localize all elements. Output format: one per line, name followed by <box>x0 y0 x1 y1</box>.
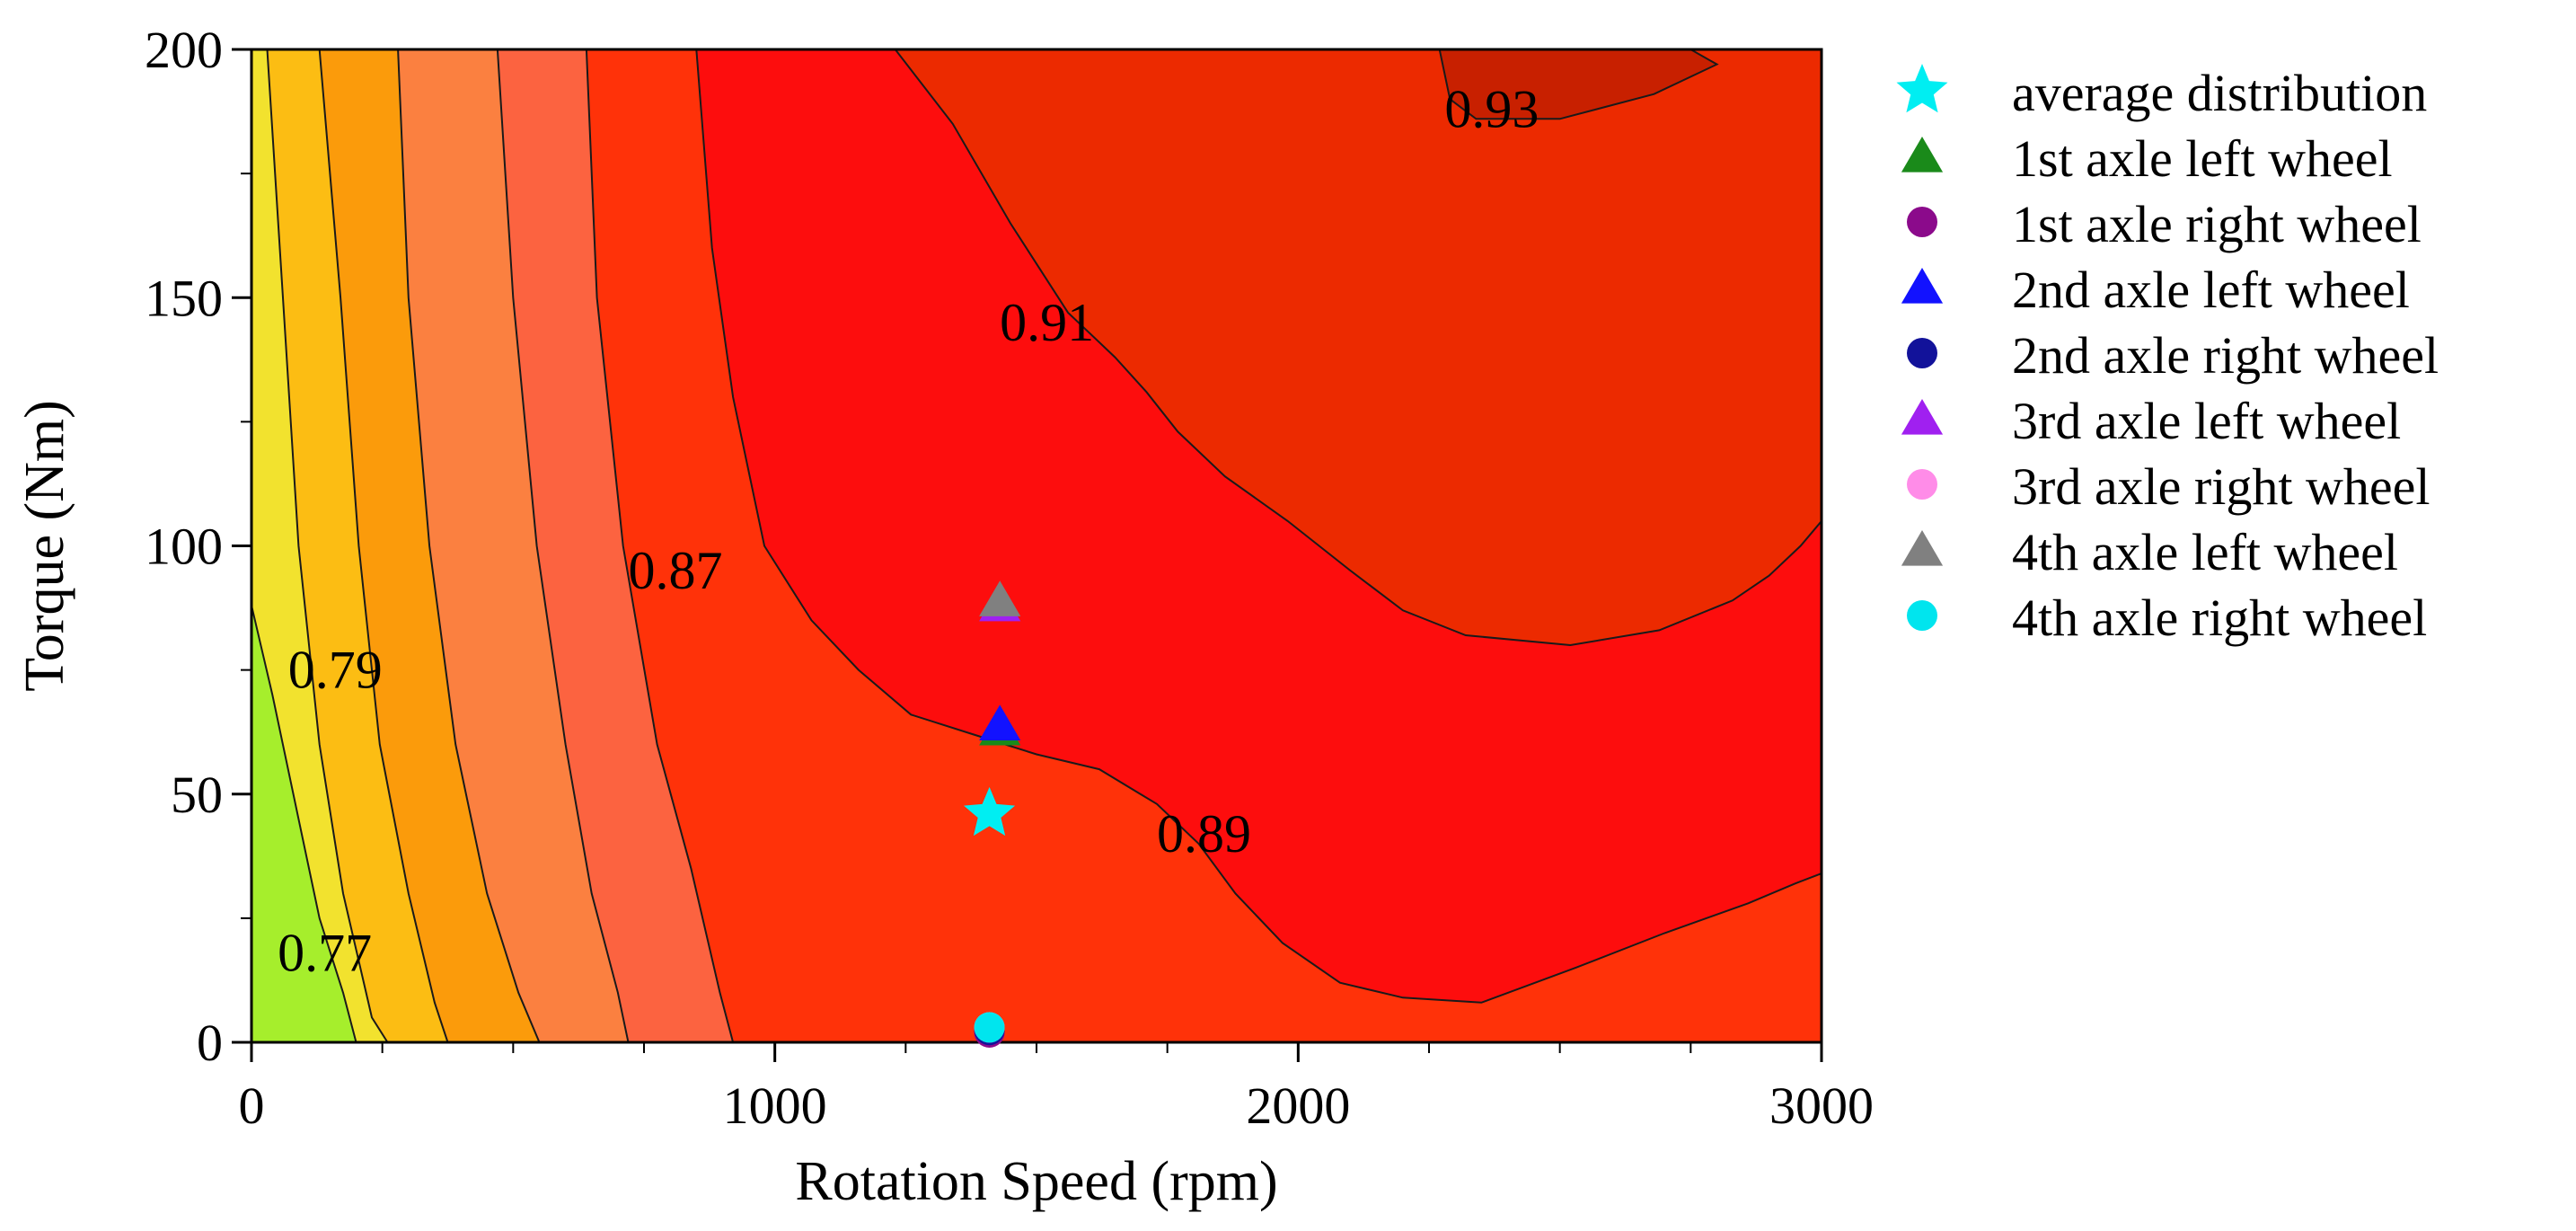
contour-bands <box>251 49 1822 1042</box>
legend-label: average distribution <box>2012 64 2427 122</box>
legend-marker-star <box>1896 64 1948 113</box>
contour-lines <box>251 49 1822 1042</box>
legend-label: 1st axle right wheel <box>2012 195 2422 253</box>
legend-item: average distribution <box>1896 64 2427 122</box>
data-points <box>964 580 1021 1048</box>
contour-label: 0.91 <box>1000 293 1094 352</box>
y-tick-label: 200 <box>145 21 223 79</box>
x-tick-label: 1000 <box>723 1076 827 1135</box>
contour-label: 0.89 <box>1157 804 1251 863</box>
legend-label: 4th axle left wheel <box>2012 523 2398 581</box>
point-average-distribution <box>964 786 1016 837</box>
legend-marker-circle <box>1907 600 1937 631</box>
y-tick-label: 100 <box>145 518 223 576</box>
legend-item: 1st axle right wheel <box>1907 195 2422 253</box>
point-4th-axle-right-wheel <box>974 1012 1005 1043</box>
contour-line-091 <box>894 49 1822 647</box>
y-axis-title: Torque (Nm) <box>14 400 75 692</box>
legend-label: 2nd axle left wheel <box>2012 261 2410 319</box>
contour-line-081 <box>318 49 449 1042</box>
contour-label: 0.87 <box>628 541 722 600</box>
legend-marker-triangle <box>1901 530 1944 566</box>
contour-label: 0.93 <box>1444 79 1539 138</box>
legend-label: 3rd axle right wheel <box>2012 457 2430 516</box>
legend-item: 4th axle right wheel <box>1907 589 2427 647</box>
legend-marker-circle <box>1907 207 1937 237</box>
point-4th-axle-left-wheel <box>979 580 1021 616</box>
x-tick-label: 0 <box>239 1076 265 1135</box>
legend-marker-triangle <box>1901 137 1944 173</box>
legend-label: 4th axle right wheel <box>2012 589 2427 647</box>
legend: average distribution 1st axle left wheel 1… <box>1896 64 2439 647</box>
legend-item: 3rd axle right wheel <box>1907 457 2430 516</box>
x-tick-label: 2000 <box>1246 1076 1350 1135</box>
x-tick-label: 3000 <box>1769 1076 1874 1135</box>
y-tick-label: 0 <box>197 1014 223 1072</box>
legend-item: 4th axle left wheel <box>1901 523 2398 581</box>
contour-line-093 <box>1438 49 1719 120</box>
y-tick-label: 150 <box>145 269 223 327</box>
legend-item: 1st axle left wheel <box>1901 129 2393 188</box>
legend-label: 2nd axle right wheel <box>2012 326 2439 385</box>
legend-marker-circle <box>1907 469 1937 500</box>
x-axis-title: Rotation Speed (rpm) <box>795 1151 1277 1212</box>
contour-line-083 <box>397 49 541 1042</box>
contour-line-077 <box>251 605 357 1042</box>
legend-label: 1st axle left wheel <box>2012 129 2393 188</box>
legend-marker-triangle <box>1901 268 1944 304</box>
contour-labels: 0.93 0.91 0.87 0.89 0.79 0.77 <box>278 79 1539 982</box>
contour-line-085 <box>496 49 630 1042</box>
legend-item: 2nd axle right wheel <box>1907 326 2439 385</box>
y-tick-label: 50 <box>171 766 223 824</box>
contour-line-087 <box>585 49 735 1042</box>
point-2nd-axle-left-wheel <box>979 704 1021 740</box>
legend-item: 3rd axle left wheel <box>1901 392 2401 450</box>
axes: 0 1000 2000 3000 0 50 100 150 200 <box>145 21 1874 1135</box>
contour-line-079 <box>251 49 389 1042</box>
contour-label: 0.77 <box>278 924 372 983</box>
contour-label: 0.79 <box>288 641 383 700</box>
legend-marker-circle <box>1907 338 1937 368</box>
contour-line-089 <box>695 49 1822 1004</box>
legend-item: 2nd axle left wheel <box>1901 261 2410 319</box>
legend-marker-triangle <box>1901 399 1944 435</box>
legend-label: 3rd axle left wheel <box>2012 392 2401 450</box>
